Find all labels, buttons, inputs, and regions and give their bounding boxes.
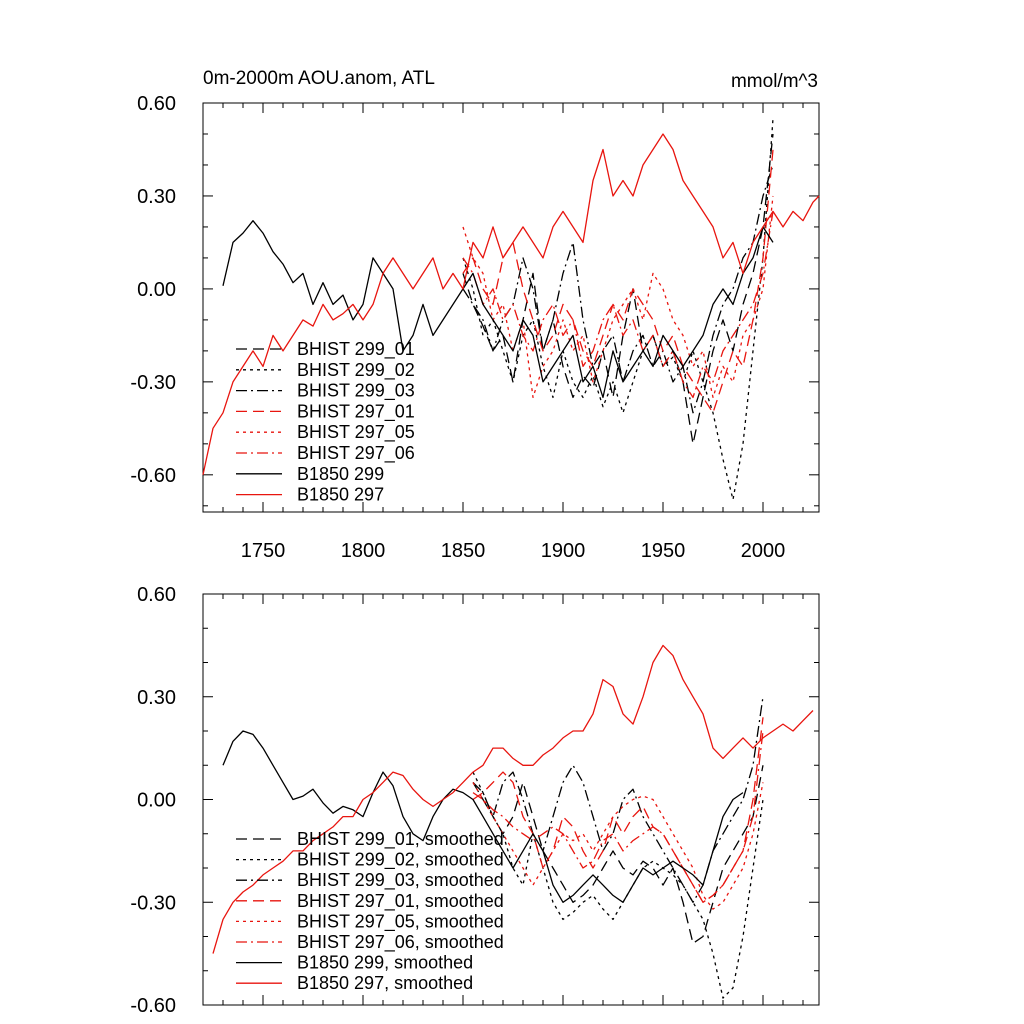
y-tick-label: 0.60: [137, 584, 176, 606]
legend-label: BHIST 297_05, smoothed: [297, 911, 504, 932]
legend-label: BHIST 297_01, smoothed: [297, 891, 504, 912]
series-line: [222, 220, 774, 399]
series-line: [472, 771, 764, 999]
series-line: [472, 782, 764, 910]
series-line: [462, 164, 774, 414]
y-tick-label: 0.30: [137, 687, 176, 709]
series-group: [212, 644, 814, 999]
x-tick-labels: 1750 1800 1850 1900 1950 2000: [241, 540, 786, 562]
plot-frame: [202, 593, 820, 1006]
y-tick-label: -0.60: [130, 995, 176, 1017]
legend-label: BHIST 299_01, smoothed: [297, 829, 504, 850]
series-line: [472, 765, 764, 945]
y-tick-label: 0.00: [137, 279, 176, 301]
x-tick-label: 1900: [541, 540, 586, 562]
series-line: [462, 149, 774, 414]
chart-title: 0m-2000m AOU.anom, ATL: [203, 68, 435, 89]
legend-label: B1850 297: [297, 485, 384, 505]
top-panel: 0m-2000m AOU.anom, ATL mmol/m^3 0.60 0.30…: [130, 68, 820, 562]
bottom-panel: 0.60 0.30 0.00 -0.30 -0.60 BHIST 299_01, smo…: [130, 584, 820, 1017]
series-line: [472, 717, 764, 903]
series-line: [212, 644, 814, 954]
legend-label: B1850 299, smoothed: [297, 953, 473, 973]
y-tick-label: -0.30: [130, 892, 176, 914]
y-tick-label: -0.30: [130, 372, 176, 394]
x-tick-label: 1850: [441, 540, 486, 562]
units-label: mmol/m^3: [731, 71, 818, 92]
y-tick-label: -0.60: [130, 465, 176, 487]
legend-label: BHIST 297_06: [297, 443, 415, 464]
legend-label: BHIST 299_03: [297, 381, 415, 402]
y-tick-labels: 0.60 0.30 0.00 -0.30 -0.60: [130, 93, 176, 487]
legend-label: BHIST 297_06, smoothed: [297, 932, 504, 953]
y-tick-label: 0.30: [137, 186, 176, 208]
plot-frame: [202, 102, 820, 513]
legend-label: BHIST 299_02: [297, 360, 415, 381]
series-line: [462, 133, 774, 445]
legend-label: BHIST 299_01: [297, 339, 415, 360]
series-line: [222, 730, 744, 903]
legend-label: BHIST 297_05: [297, 422, 415, 443]
series-line: [472, 730, 764, 903]
legend-label: BHIST 299_02, smoothed: [297, 850, 504, 871]
x-tick-label: 2000: [741, 540, 786, 562]
y-tick-label: 0.00: [137, 790, 176, 812]
series-line: [462, 211, 774, 399]
series-line: [202, 133, 820, 475]
x-tick-label: 1750: [241, 540, 286, 562]
y-tick-labels: 0.60 0.30 0.00 -0.30 -0.60: [130, 584, 176, 1017]
legend-label: B1850 299: [297, 464, 384, 484]
y-tick-label: 0.60: [137, 93, 176, 115]
legend-label: B1850 297, smoothed: [297, 973, 473, 993]
series-line: [472, 696, 764, 903]
tick-marks: [203, 593, 819, 1005]
series-group: [202, 118, 820, 501]
legend-label: BHIST 299_03, smoothed: [297, 870, 504, 891]
tick-marks: [203, 102, 819, 512]
legend-label: BHIST 297_01: [297, 401, 415, 422]
x-tick-label: 1950: [641, 540, 686, 562]
x-tick-label: 1800: [341, 540, 386, 562]
